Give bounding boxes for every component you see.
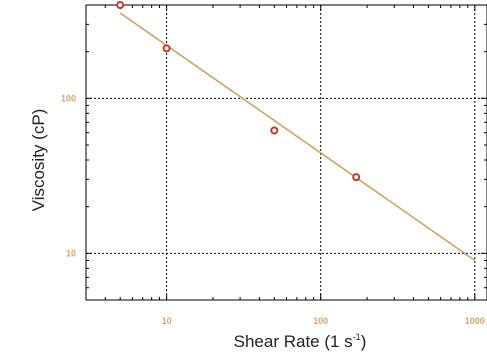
data-point <box>162 44 171 53</box>
y-tick-label: 10 <box>66 248 76 258</box>
x-tick-label: 10 <box>162 316 172 326</box>
data-point <box>116 1 125 9</box>
fit-layer <box>119 12 476 262</box>
grid-layer <box>86 5 487 300</box>
plot-frame <box>85 4 487 301</box>
y-tick-label: 100 <box>61 93 76 103</box>
data-point <box>270 126 279 135</box>
points-layer <box>116 1 361 182</box>
y-axis-title: Viscosity (cP) <box>29 109 48 212</box>
fit-line <box>119 12 476 262</box>
data-point <box>352 173 361 182</box>
x-tick-label: 100 <box>313 316 328 326</box>
x-tick-label: 1000 <box>465 316 485 326</box>
ticks-layer: 10 100 1000 10 100 <box>61 4 487 326</box>
x-axis-title: Shear Rate (1 s-1) <box>234 332 367 351</box>
